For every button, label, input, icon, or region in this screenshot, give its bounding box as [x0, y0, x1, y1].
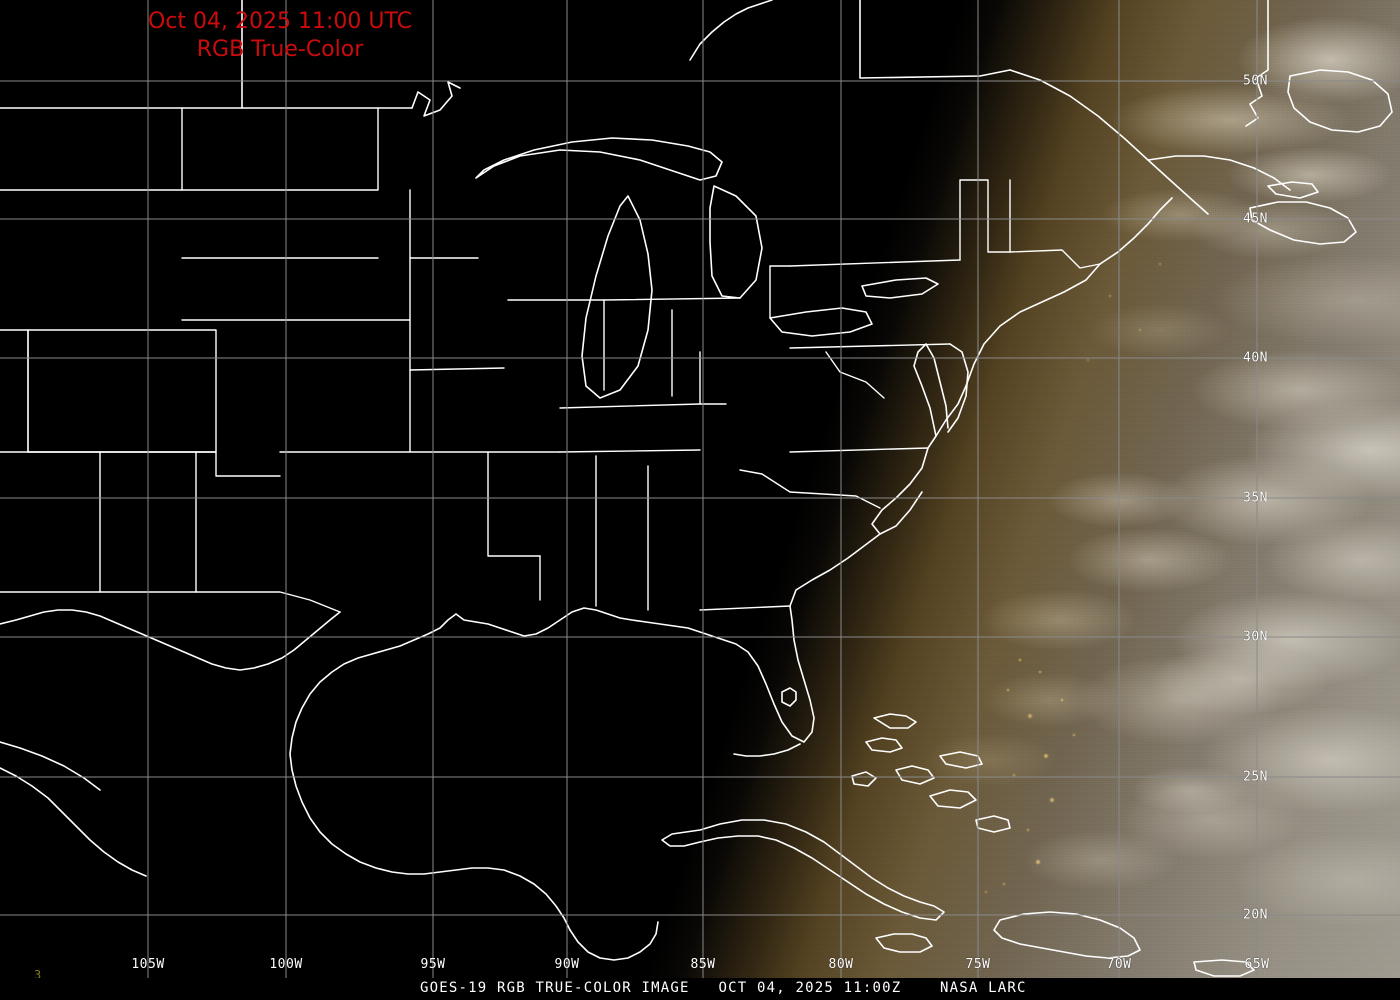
longitude-label-85W: 85W	[690, 957, 716, 972]
longitude-label-95W: 95W	[420, 957, 446, 972]
longitude-label-90W: 90W	[554, 957, 580, 972]
longitude-label-70W: 70W	[1106, 957, 1132, 972]
latitude-label-25N: 25N	[1243, 769, 1268, 785]
longitude-label-80W: 80W	[828, 957, 854, 972]
latitude-label-40N: 40N	[1243, 350, 1268, 366]
latitude-label-20N: 20N	[1243, 907, 1268, 923]
latitude-label-45N: 45N	[1243, 211, 1268, 227]
caption-bar: GOES-19 RGB TRUE-COLOR IMAGE OCT 04, 202…	[0, 978, 1400, 1000]
latitude-label-30N: 30N	[1243, 629, 1268, 645]
longitude-label-75W: 75W	[965, 957, 991, 972]
longitude-label-105W: 105W	[131, 957, 165, 972]
caption-text: GOES-19 RGB TRUE-COLOR IMAGE OCT 04, 202…	[420, 980, 1027, 996]
latitude-label-35N: 35N	[1243, 490, 1268, 506]
latitude-label-50N: 50N	[1243, 73, 1268, 89]
frame-index-label: 3	[34, 968, 42, 982]
longitude-label-65W: 65W	[1244, 957, 1270, 972]
longitude-label-100W: 100W	[269, 957, 303, 972]
